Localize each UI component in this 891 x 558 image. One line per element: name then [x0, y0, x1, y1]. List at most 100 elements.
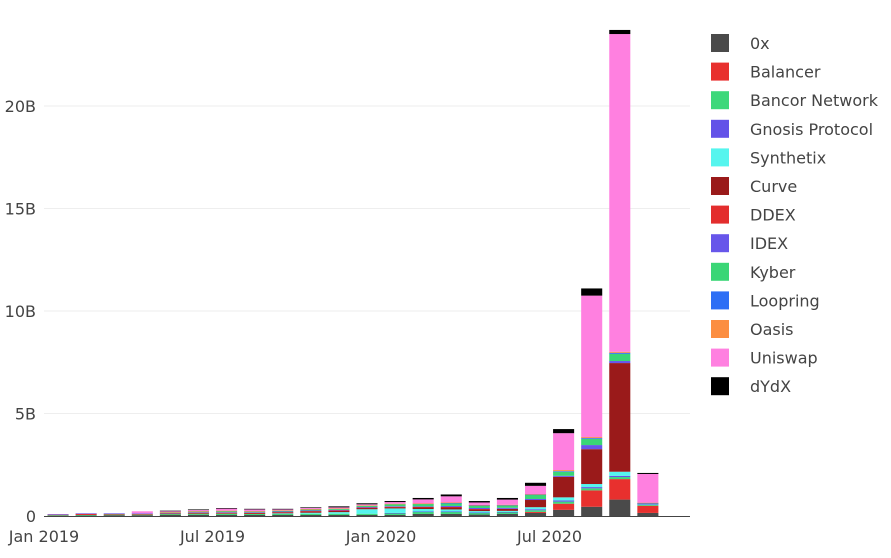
- legend-item[interactable]: Kyber: [711, 262, 796, 282]
- bar-segment: [244, 512, 266, 514]
- bar-segment: [412, 506, 434, 507]
- bar-segment: [468, 502, 490, 505]
- bar-segment: [440, 506, 462, 508]
- bar-segment: [103, 514, 125, 516]
- bar-segment: [581, 295, 603, 438]
- legend-item[interactable]: Uniswap: [711, 348, 818, 368]
- bar-segment: [384, 512, 406, 514]
- bar-segment: [468, 504, 490, 506]
- bar-segment: [440, 502, 462, 504]
- legend-item[interactable]: Loopring: [711, 291, 820, 310]
- bar-segment: [384, 507, 406, 509]
- bar-segment: [440, 509, 462, 512]
- bar-segment: [609, 29, 631, 35]
- bar-segment: [384, 504, 406, 507]
- bar-segment: [300, 513, 322, 515]
- bar-segment: [47, 514, 69, 515]
- bar-segment: [300, 514, 322, 516]
- bar-segment: [328, 506, 350, 508]
- bar-segment: [524, 485, 547, 495]
- bar-segment: [581, 484, 603, 488]
- bar-segment: [609, 363, 631, 472]
- bar-segment: [581, 438, 603, 446]
- bar-segment: [131, 515, 153, 516]
- legend-swatch: [711, 320, 729, 338]
- bar-segment: [412, 503, 434, 507]
- bar-segment: [440, 503, 462, 506]
- legend-swatch: [711, 62, 729, 81]
- bar-segment: [609, 352, 631, 354]
- bar-segment: [216, 511, 238, 513]
- bar-segment: [356, 508, 378, 510]
- legend-label: dYdX: [750, 377, 791, 396]
- legend-item[interactable]: DDEX: [711, 205, 796, 225]
- bar-segment: [272, 512, 294, 514]
- bar-segment: [103, 515, 125, 516]
- legend-item[interactable]: Gnosis Protocol: [711, 119, 873, 139]
- bar-segment: [496, 505, 518, 508]
- legend-item[interactable]: 0x: [711, 34, 770, 53]
- bar-segment: [637, 512, 659, 516]
- bar-segment: [47, 515, 69, 516]
- bar-segment: [300, 511, 322, 512]
- bar-segment: [412, 509, 434, 512]
- bar-segment: [244, 513, 266, 514]
- bar-segment: [244, 509, 266, 512]
- bar-segment: [524, 482, 547, 486]
- bar-segment: [468, 514, 490, 516]
- bar-segment: [356, 505, 378, 507]
- bar-segment: [637, 504, 659, 505]
- legend-item[interactable]: Synthetix: [711, 148, 826, 167]
- legend-item[interactable]: Bancor Network: [711, 91, 879, 110]
- bar-segment: [581, 437, 603, 439]
- legend-swatch: [711, 377, 729, 396]
- legend-item[interactable]: Oasis: [711, 320, 794, 339]
- bar-segment: [468, 512, 490, 514]
- legend-label: DDEX: [750, 206, 796, 225]
- bar-segment: [496, 508, 518, 511]
- bar-segment: [131, 513, 153, 514]
- bar-segment: [496, 512, 518, 514]
- bar-segment: [553, 471, 575, 476]
- bar-segment: [609, 34, 631, 352]
- bar-segment: [440, 502, 462, 504]
- legend-item[interactable]: dYdX: [711, 377, 791, 396]
- bar-segment: [187, 513, 210, 514]
- bar-segment: [468, 505, 490, 506]
- bar-segment: [300, 509, 322, 511]
- bar-segment: [637, 503, 659, 505]
- bar-segment: [356, 503, 378, 505]
- bar-segment: [244, 511, 266, 512]
- bar-segment: [159, 510, 181, 512]
- bar-segment: [412, 513, 434, 516]
- bar-segment: [187, 513, 210, 515]
- legend-item[interactable]: Curve: [711, 177, 797, 196]
- legend-label: Uniswap: [750, 349, 818, 368]
- bar-segment: [328, 510, 350, 512]
- bar-segment: [553, 509, 575, 516]
- bar-segment: [384, 514, 406, 516]
- bar-segment: [496, 497, 518, 500]
- bar-segment: [216, 513, 238, 514]
- bar-segment: [216, 513, 238, 515]
- bar-segment: [187, 512, 210, 513]
- bar-segment: [75, 513, 97, 514]
- bar-segment: [609, 353, 631, 362]
- bar-segment: [637, 505, 659, 513]
- bar-segment: [440, 496, 462, 503]
- legend-swatch: [711, 262, 729, 281]
- bar-segment: [272, 508, 294, 510]
- bar-segment: [328, 508, 350, 510]
- bar-segment: [609, 351, 631, 353]
- legend-swatch: [711, 234, 729, 253]
- bar-segment: [496, 504, 518, 506]
- legend-item[interactable]: Balancer: [711, 62, 821, 82]
- legend-label: IDEX: [750, 234, 788, 253]
- legend-item[interactable]: IDEX: [711, 234, 788, 253]
- bar-segment: [159, 513, 181, 515]
- bar-segment: [553, 475, 575, 477]
- bar-segment: [75, 515, 97, 517]
- x-tick-label: Jan 2019: [8, 527, 79, 546]
- bar-segment: [131, 513, 153, 515]
- bar-segment: [356, 504, 378, 506]
